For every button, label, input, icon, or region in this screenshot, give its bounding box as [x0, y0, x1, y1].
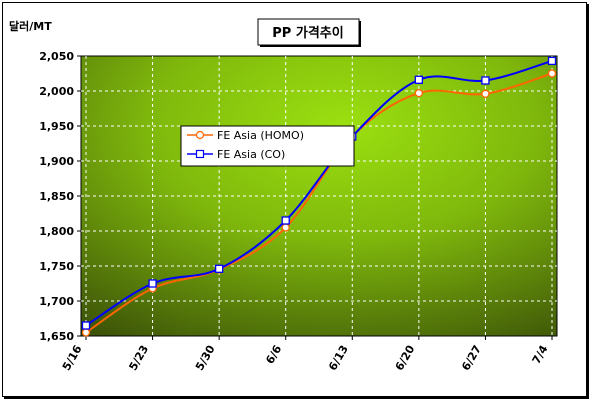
x-tick-label: 7/4 — [530, 343, 551, 367]
x-tick-label: 5/16 — [60, 343, 85, 373]
x-tick-label: 6/27 — [459, 343, 484, 373]
legend-marker-co — [195, 149, 205, 159]
y-tick-label: 1,650 — [39, 330, 74, 343]
legend-marker-homo — [195, 130, 205, 140]
series-line-0 — [85, 72, 553, 334]
data-point — [81, 321, 91, 330]
data-point — [547, 69, 557, 78]
data-point — [414, 75, 424, 84]
y-tick-label: 1,900 — [39, 155, 74, 168]
x-tick-label: 6/13 — [326, 343, 351, 373]
line-chart: 1,650 1,700 1,750 1,800 1,850 1,900 1,950 2,000… — [9, 18, 558, 373]
data-point — [281, 223, 290, 232]
chart-title: PP 가격추이 — [272, 25, 343, 41]
legend-item-co: FE Asia (CO) — [187, 148, 285, 161]
data-point — [81, 328, 91, 337]
data-point — [547, 56, 557, 66]
y-tick-label: 2,000 — [39, 85, 74, 98]
y-tick-label: 1,950 — [39, 120, 74, 133]
y-tick-label: 1,700 — [39, 295, 74, 308]
x-tick-label: 5/30 — [193, 343, 218, 373]
series-line-1 — [85, 59, 553, 327]
chart-frame: 1,650 1,700 1,750 1,800 1,850 1,900 1,950 2,000… — [2, 2, 587, 397]
legend-label-co: FE Asia (CO) — [217, 148, 285, 161]
data-point — [214, 264, 224, 273]
y-tick-label: 1,850 — [39, 190, 74, 203]
x-tick-label: 5/23 — [126, 343, 151, 373]
x-tick-label: 6/6 — [263, 343, 284, 367]
data-point — [281, 216, 290, 225]
data-point — [414, 88, 424, 98]
y-tick-label: 1,800 — [39, 225, 74, 238]
x-axis-ticks: 5/16 5/23 5/30 6/6 6/13 6/20 6/27 7/4 — [60, 336, 553, 373]
y-axis-label: 달러/MT — [9, 19, 52, 33]
legend-item-homo: FE Asia (HOMO) — [187, 129, 304, 142]
x-tick-label: 6/20 — [393, 343, 418, 373]
y-axis-ticks: 1,650 1,700 1,750 1,800 1,850 1,900 1,950 2,000… — [39, 50, 81, 343]
grid-lines — [81, 56, 557, 336]
series-group — [81, 56, 557, 337]
legend: FE Asia (HOMO) FE Asia (CO) — [180, 125, 355, 167]
data-point — [481, 89, 490, 98]
data-point — [148, 279, 157, 288]
legend-label-homo: FE Asia (HOMO) — [217, 129, 304, 142]
y-tick-label: 1,750 — [39, 260, 74, 273]
data-point — [481, 76, 490, 85]
y-tick-label: 2,050 — [39, 50, 74, 63]
chart-title-box: PP 가격추이 — [257, 18, 361, 47]
